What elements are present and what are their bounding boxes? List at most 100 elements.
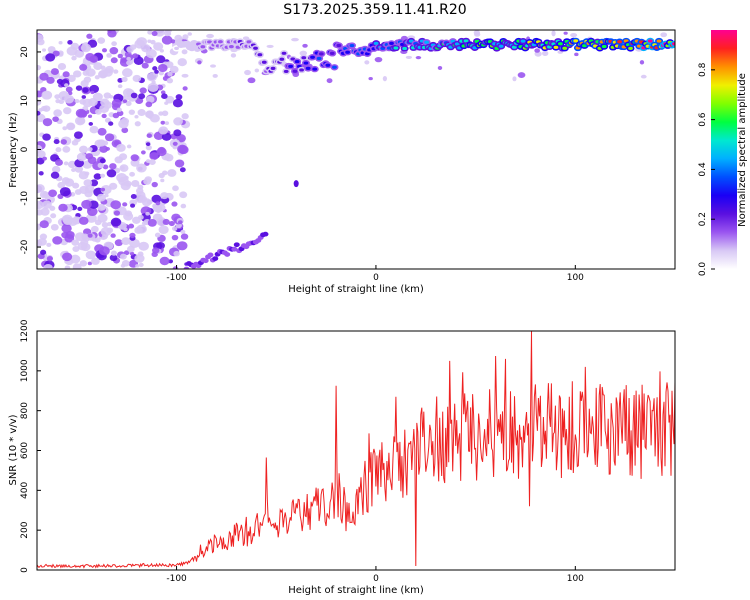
noise-blob — [93, 173, 102, 180]
trace-halo — [473, 30, 481, 36]
trace-halo — [660, 32, 668, 38]
noise-blob — [131, 216, 141, 225]
noise-blob — [40, 207, 50, 216]
signal-blob-core — [281, 51, 287, 55]
noise-blob — [121, 68, 133, 78]
noise-blob — [62, 252, 73, 262]
signal-blob-core — [257, 53, 263, 57]
trace-halo — [512, 76, 517, 82]
noise-blob — [74, 189, 82, 195]
low-trace-blob — [202, 258, 209, 264]
noise-blob — [50, 171, 60, 179]
noise-blob — [140, 150, 146, 155]
noise-blob — [75, 85, 83, 91]
noise-blob — [121, 127, 129, 134]
noise-blob — [88, 98, 98, 107]
noise-blob — [43, 263, 53, 269]
noise-blob — [100, 98, 110, 107]
signal-blob-core — [345, 50, 351, 54]
noise-blob — [100, 227, 112, 237]
snr-x-label: Height of straight line (km) — [288, 585, 424, 596]
trace-halo — [639, 60, 645, 65]
snr-x-ticks: -100 0 100 — [166, 566, 584, 584]
noise-blob — [117, 84, 123, 89]
noise-blob — [53, 109, 62, 117]
noise-blob — [146, 133, 152, 138]
noise-blob — [108, 95, 114, 99]
noise-blob — [172, 98, 183, 108]
low-trace-blob — [183, 266, 190, 269]
noise-blob — [126, 56, 131, 61]
noise-blob — [109, 254, 118, 262]
noise-blob — [71, 239, 79, 246]
noise-blob — [37, 238, 47, 246]
noise-blob — [104, 133, 115, 142]
noise-blob — [114, 239, 123, 247]
trace-halo — [210, 64, 217, 68]
noise-blob — [158, 126, 169, 135]
noise-blob — [146, 95, 155, 104]
noise-blob — [161, 93, 168, 99]
signal-blob-core — [279, 57, 285, 61]
noise-blob — [110, 217, 122, 227]
noise-blob — [62, 146, 71, 153]
noise-blob — [41, 48, 47, 52]
noise-blob — [119, 253, 127, 260]
noise-blob — [37, 200, 44, 210]
noise-blob — [55, 99, 61, 104]
trace-halo — [551, 30, 556, 37]
noise-blob — [152, 247, 160, 254]
signal-blob-core — [303, 61, 309, 65]
trace-halo — [206, 33, 214, 39]
signal-blob-core — [207, 40, 212, 44]
y-tick-label: 1200 — [20, 319, 30, 342]
noise-blob — [164, 121, 170, 125]
noise-blob — [170, 39, 176, 44]
signal-blob-core — [332, 65, 337, 69]
signal-blob-core — [601, 44, 607, 49]
noise-blob — [82, 70, 90, 76]
signal-blob-core — [174, 46, 179, 50]
signal-blob-core — [402, 46, 408, 51]
noise-blob — [104, 117, 111, 123]
signal-blob-core — [336, 43, 342, 48]
noise-blob — [113, 69, 119, 74]
noise-blob — [159, 256, 170, 266]
signal-blob-core — [292, 69, 298, 73]
signal-blob-core — [628, 46, 633, 50]
noise-blob — [153, 42, 164, 51]
noise-blob — [112, 112, 120, 119]
noise-blob — [130, 159, 140, 167]
noise-blob — [161, 170, 168, 176]
noise-blob — [63, 94, 75, 104]
noise-blob — [97, 127, 107, 136]
noise-blob — [94, 75, 100, 80]
noise-blob — [152, 204, 163, 213]
noise-blob — [91, 257, 100, 265]
noise-blob — [70, 42, 80, 50]
noise-blob — [100, 187, 106, 192]
noise-blob — [123, 227, 128, 232]
trace-halo — [326, 78, 333, 84]
noise-blob — [84, 190, 93, 198]
noise-blob — [118, 119, 129, 129]
noise-blob — [146, 72, 157, 82]
noise-blob — [151, 30, 158, 37]
noise-blob — [132, 74, 142, 83]
noise-blob — [110, 233, 116, 238]
y-tick-label: 10 — [20, 95, 30, 107]
noise-blob — [158, 63, 168, 73]
noise-blob — [119, 153, 128, 161]
noise-blob — [181, 49, 188, 55]
noise-blob — [177, 58, 187, 67]
noise-blob — [122, 99, 128, 104]
noise-blob — [85, 52, 95, 61]
noise-blob — [147, 82, 159, 92]
spectrogram-x-label: Height of straight line (km) — [288, 284, 424, 295]
noise-blob — [39, 220, 49, 229]
noise-blob — [176, 134, 186, 143]
noise-blob — [67, 74, 76, 83]
low-trace-blob — [212, 256, 219, 261]
noise-blob — [180, 229, 186, 234]
noise-blob — [145, 101, 153, 108]
